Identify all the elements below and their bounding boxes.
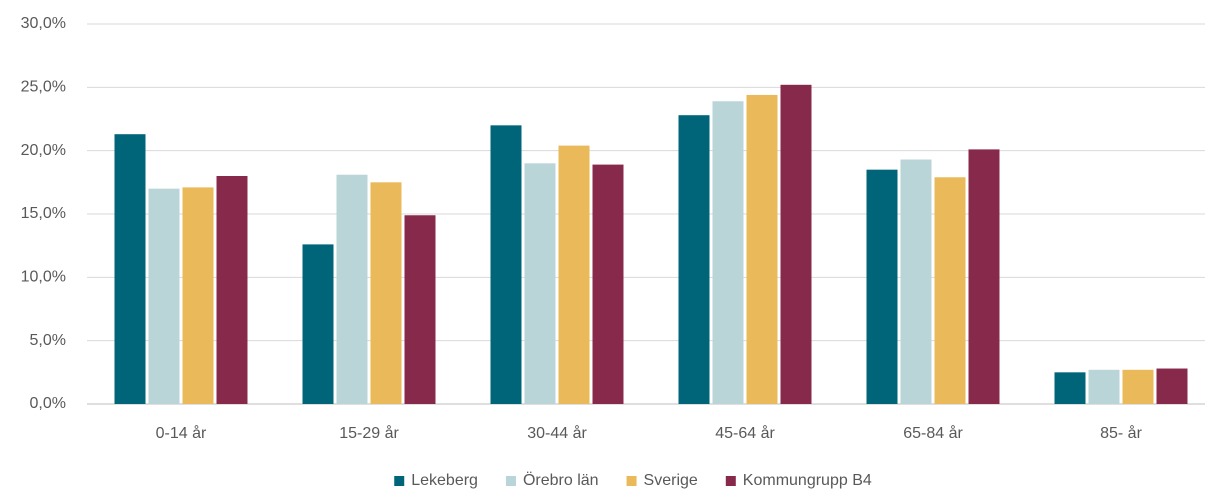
bar — [934, 177, 966, 404]
bar — [866, 169, 898, 404]
bar — [148, 188, 180, 404]
bar — [404, 215, 436, 404]
x-tick-label: 45-64 år — [715, 424, 775, 442]
legend-swatch — [394, 476, 405, 486]
bar — [592, 164, 624, 404]
bar — [1088, 369, 1120, 404]
x-tick-label: 85- år — [1100, 424, 1142, 442]
bar — [746, 94, 778, 404]
legend-swatch — [725, 476, 736, 486]
x-tick-label: 0-14 år — [156, 424, 207, 442]
bar — [302, 244, 334, 404]
bar — [678, 115, 710, 404]
y-tick-label: 25,0% — [21, 79, 66, 96]
legend-label: Örebro län — [523, 471, 599, 489]
bar — [370, 182, 402, 404]
bar — [780, 84, 812, 405]
bar — [712, 101, 744, 405]
bar — [114, 134, 146, 404]
bar — [558, 145, 590, 404]
bar — [900, 159, 932, 404]
bar — [336, 174, 368, 404]
legend-swatch — [505, 476, 516, 486]
legend-label: Lekeberg — [411, 472, 478, 489]
y-tick-label: 20,0% — [21, 142, 66, 159]
y-tick-label: 15,0% — [21, 205, 66, 222]
bar — [216, 176, 248, 404]
y-tick-label: 5,0% — [30, 332, 66, 349]
bar — [524, 163, 556, 404]
x-tick-label: 15-29 år — [339, 424, 399, 442]
y-tick-label: 10,0% — [21, 269, 66, 286]
y-tick-label: 0,0% — [30, 395, 66, 412]
y-tick-label: 30,0% — [21, 15, 66, 32]
legend-label: Sverige — [644, 472, 698, 489]
bar — [1156, 368, 1188, 404]
bar — [1122, 369, 1154, 404]
legend-label: Kommungrupp B4 — [743, 472, 872, 489]
bar — [1054, 372, 1086, 404]
bar — [182, 187, 214, 404]
bar — [968, 149, 1000, 404]
x-tick-label: 30-44 år — [527, 424, 587, 442]
bar — [490, 125, 522, 404]
x-tick-label: 65-84 år — [903, 424, 963, 442]
legend-swatch — [626, 476, 637, 486]
